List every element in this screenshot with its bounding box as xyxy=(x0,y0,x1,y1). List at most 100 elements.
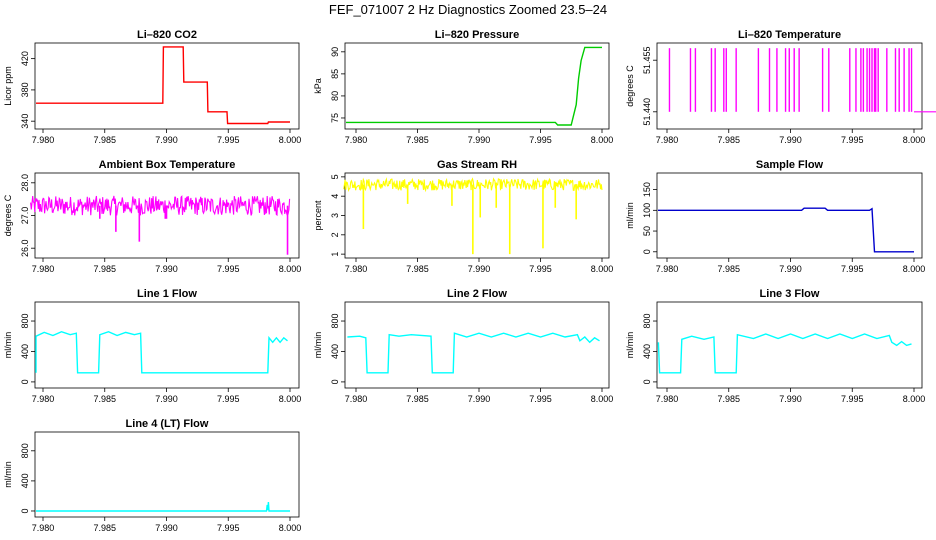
series-line-pressure xyxy=(346,46,602,126)
x-tick-label: 8.000 xyxy=(279,394,302,404)
x-tick-label: 7.985 xyxy=(93,264,116,274)
x-tick-label: 7.990 xyxy=(779,264,802,274)
x-axis: 7.980 7.985 7.990 7.995 8.000 xyxy=(345,258,614,274)
panel-title: Line 1 Flow xyxy=(137,288,197,300)
x-axis: 7.980 7.985 7.990 7.995 8.000 xyxy=(656,129,926,145)
y-tick-label: 0 xyxy=(20,379,30,384)
data-marks xyxy=(347,332,600,374)
x-tick-label: 7.985 xyxy=(406,264,429,274)
y-tick-label: 800 xyxy=(20,443,30,458)
x-tick-label: 8.000 xyxy=(279,523,302,533)
x-tick-label: 7.995 xyxy=(841,135,864,145)
data-marks xyxy=(343,177,603,255)
x-tick-label: 7.980 xyxy=(656,135,679,145)
x-tick-label: 7.985 xyxy=(717,135,740,145)
panel-co2: Li–820 CO2 7.980 7.985 7.990 7.995 8.000 340 38… xyxy=(3,29,301,145)
y-axis: 26.0 27.0 28.0 xyxy=(20,174,35,257)
panel-line1: Line 1 Flow 7.980 7.985 7.990 7.995 8.000 0 400… xyxy=(3,288,301,404)
x-tick-label: 7.980 xyxy=(656,394,679,404)
y-tick-label: 0 xyxy=(20,508,30,513)
x-tick-label: 7.980 xyxy=(345,135,368,145)
y-tick-label: 5 xyxy=(330,174,340,179)
x-tick-label: 7.985 xyxy=(93,135,116,145)
y-axis-label: ml/min xyxy=(3,332,13,359)
x-axis: 7.980 7.985 7.990 7.995 8.000 xyxy=(32,129,301,145)
x-tick-label: 7.995 xyxy=(217,523,240,533)
y-tick-label: 3 xyxy=(330,213,340,218)
data-marks xyxy=(36,501,290,512)
y-tick-label: 0 xyxy=(642,249,652,254)
panel-title: Line 3 Flow xyxy=(760,288,820,300)
plot-frame xyxy=(344,42,610,130)
y-axis: 0 400 800 xyxy=(330,314,345,384)
y-tick-label: 90 xyxy=(330,47,340,57)
plot-frame xyxy=(344,301,610,389)
panel-sample_flow: Sample Flow 7.980 7.985 7.990 7.995 8.000 0 50 1… xyxy=(625,159,925,274)
panel-title: Line 4 (LT) Flow xyxy=(126,418,209,430)
data-marks xyxy=(36,46,290,125)
y-axis: 75 80 85 90 xyxy=(330,47,345,123)
y-axis-label: ml/min xyxy=(625,332,635,359)
y-tick-label: 51.440 xyxy=(642,98,652,126)
figure-title: FEF_071007 2 Hz Diagnostics Zoomed 23.5–… xyxy=(329,2,607,17)
y-tick-label: 26.0 xyxy=(20,239,30,257)
x-tick-label: 7.995 xyxy=(217,394,240,404)
x-tick-label: 7.990 xyxy=(155,523,178,533)
y-tick-label: 420 xyxy=(20,51,30,66)
panel-title: Gas Stream RH xyxy=(437,159,517,171)
y-tick-label: 2 xyxy=(330,232,340,237)
x-tick-label: 7.980 xyxy=(656,264,679,274)
x-tick-label: 7.990 xyxy=(468,135,491,145)
x-axis: 7.980 7.985 7.990 7.995 8.000 xyxy=(656,258,925,274)
x-tick-label: 7.990 xyxy=(155,135,178,145)
y-tick-label: 27.0 xyxy=(20,207,30,225)
y-axis: 340 380 420 xyxy=(20,51,35,129)
x-tick-label: 7.990 xyxy=(779,394,802,404)
panel-line2: Line 2 Flow 7.980 7.985 7.990 7.995 8.000 0 400… xyxy=(313,288,613,404)
y-axis-label: ml/min xyxy=(313,332,323,359)
data-marks xyxy=(668,48,936,113)
plot-frame xyxy=(34,431,300,518)
y-axis: 51.440 51.455 xyxy=(642,46,657,126)
y-axis-label: percent xyxy=(313,200,323,231)
x-axis: 7.980 7.985 7.990 7.995 8.000 xyxy=(32,388,302,404)
x-axis: 7.980 7.985 7.990 7.995 8.000 xyxy=(656,388,925,404)
x-tick-label: 7.995 xyxy=(529,394,552,404)
plot-frame xyxy=(656,42,923,130)
y-tick-label: 400 xyxy=(642,344,652,359)
x-tick-label: 7.995 xyxy=(841,264,864,274)
panel-title: Li–820 Pressure xyxy=(435,29,519,41)
x-tick-label: 8.000 xyxy=(591,394,614,404)
x-tick-label: 7.985 xyxy=(93,394,116,404)
x-tick-label: 8.000 xyxy=(903,135,926,145)
x-tick-label: 8.000 xyxy=(591,264,614,274)
x-tick-label: 7.980 xyxy=(32,523,55,533)
y-tick-label: 800 xyxy=(20,314,30,329)
x-tick-label: 7.990 xyxy=(155,394,178,404)
x-axis: 7.980 7.985 7.990 7.995 8.000 xyxy=(32,258,302,274)
data-marks xyxy=(30,195,291,255)
noise-trace xyxy=(343,177,603,193)
y-tick-label: 85 xyxy=(330,69,340,79)
y-axis: 0 400 800 xyxy=(20,443,35,513)
y-tick-label: 28.0 xyxy=(20,174,30,192)
plot-frame xyxy=(656,301,923,389)
y-tick-label: 800 xyxy=(642,314,652,329)
panel-line4: Line 4 (LT) Flow 7.980 7.985 7.990 7.995 8.00… xyxy=(3,418,301,533)
plot-frame xyxy=(34,301,300,389)
x-tick-label: 7.990 xyxy=(468,264,491,274)
panel-title: Line 2 Flow xyxy=(447,288,507,300)
y-axis-label: kPa xyxy=(313,78,323,94)
x-tick-label: 7.985 xyxy=(717,264,740,274)
x-tick-label: 7.995 xyxy=(529,135,552,145)
x-tick-label: 7.995 xyxy=(217,264,240,274)
y-axis-label: ml/min xyxy=(625,202,635,229)
x-tick-label: 7.985 xyxy=(717,394,740,404)
y-tick-label: 400 xyxy=(20,344,30,359)
y-tick-label: 800 xyxy=(330,314,340,329)
x-tick-label: 7.980 xyxy=(345,264,368,274)
y-tick-label: 400 xyxy=(20,473,30,488)
x-tick-label: 8.000 xyxy=(279,264,302,274)
